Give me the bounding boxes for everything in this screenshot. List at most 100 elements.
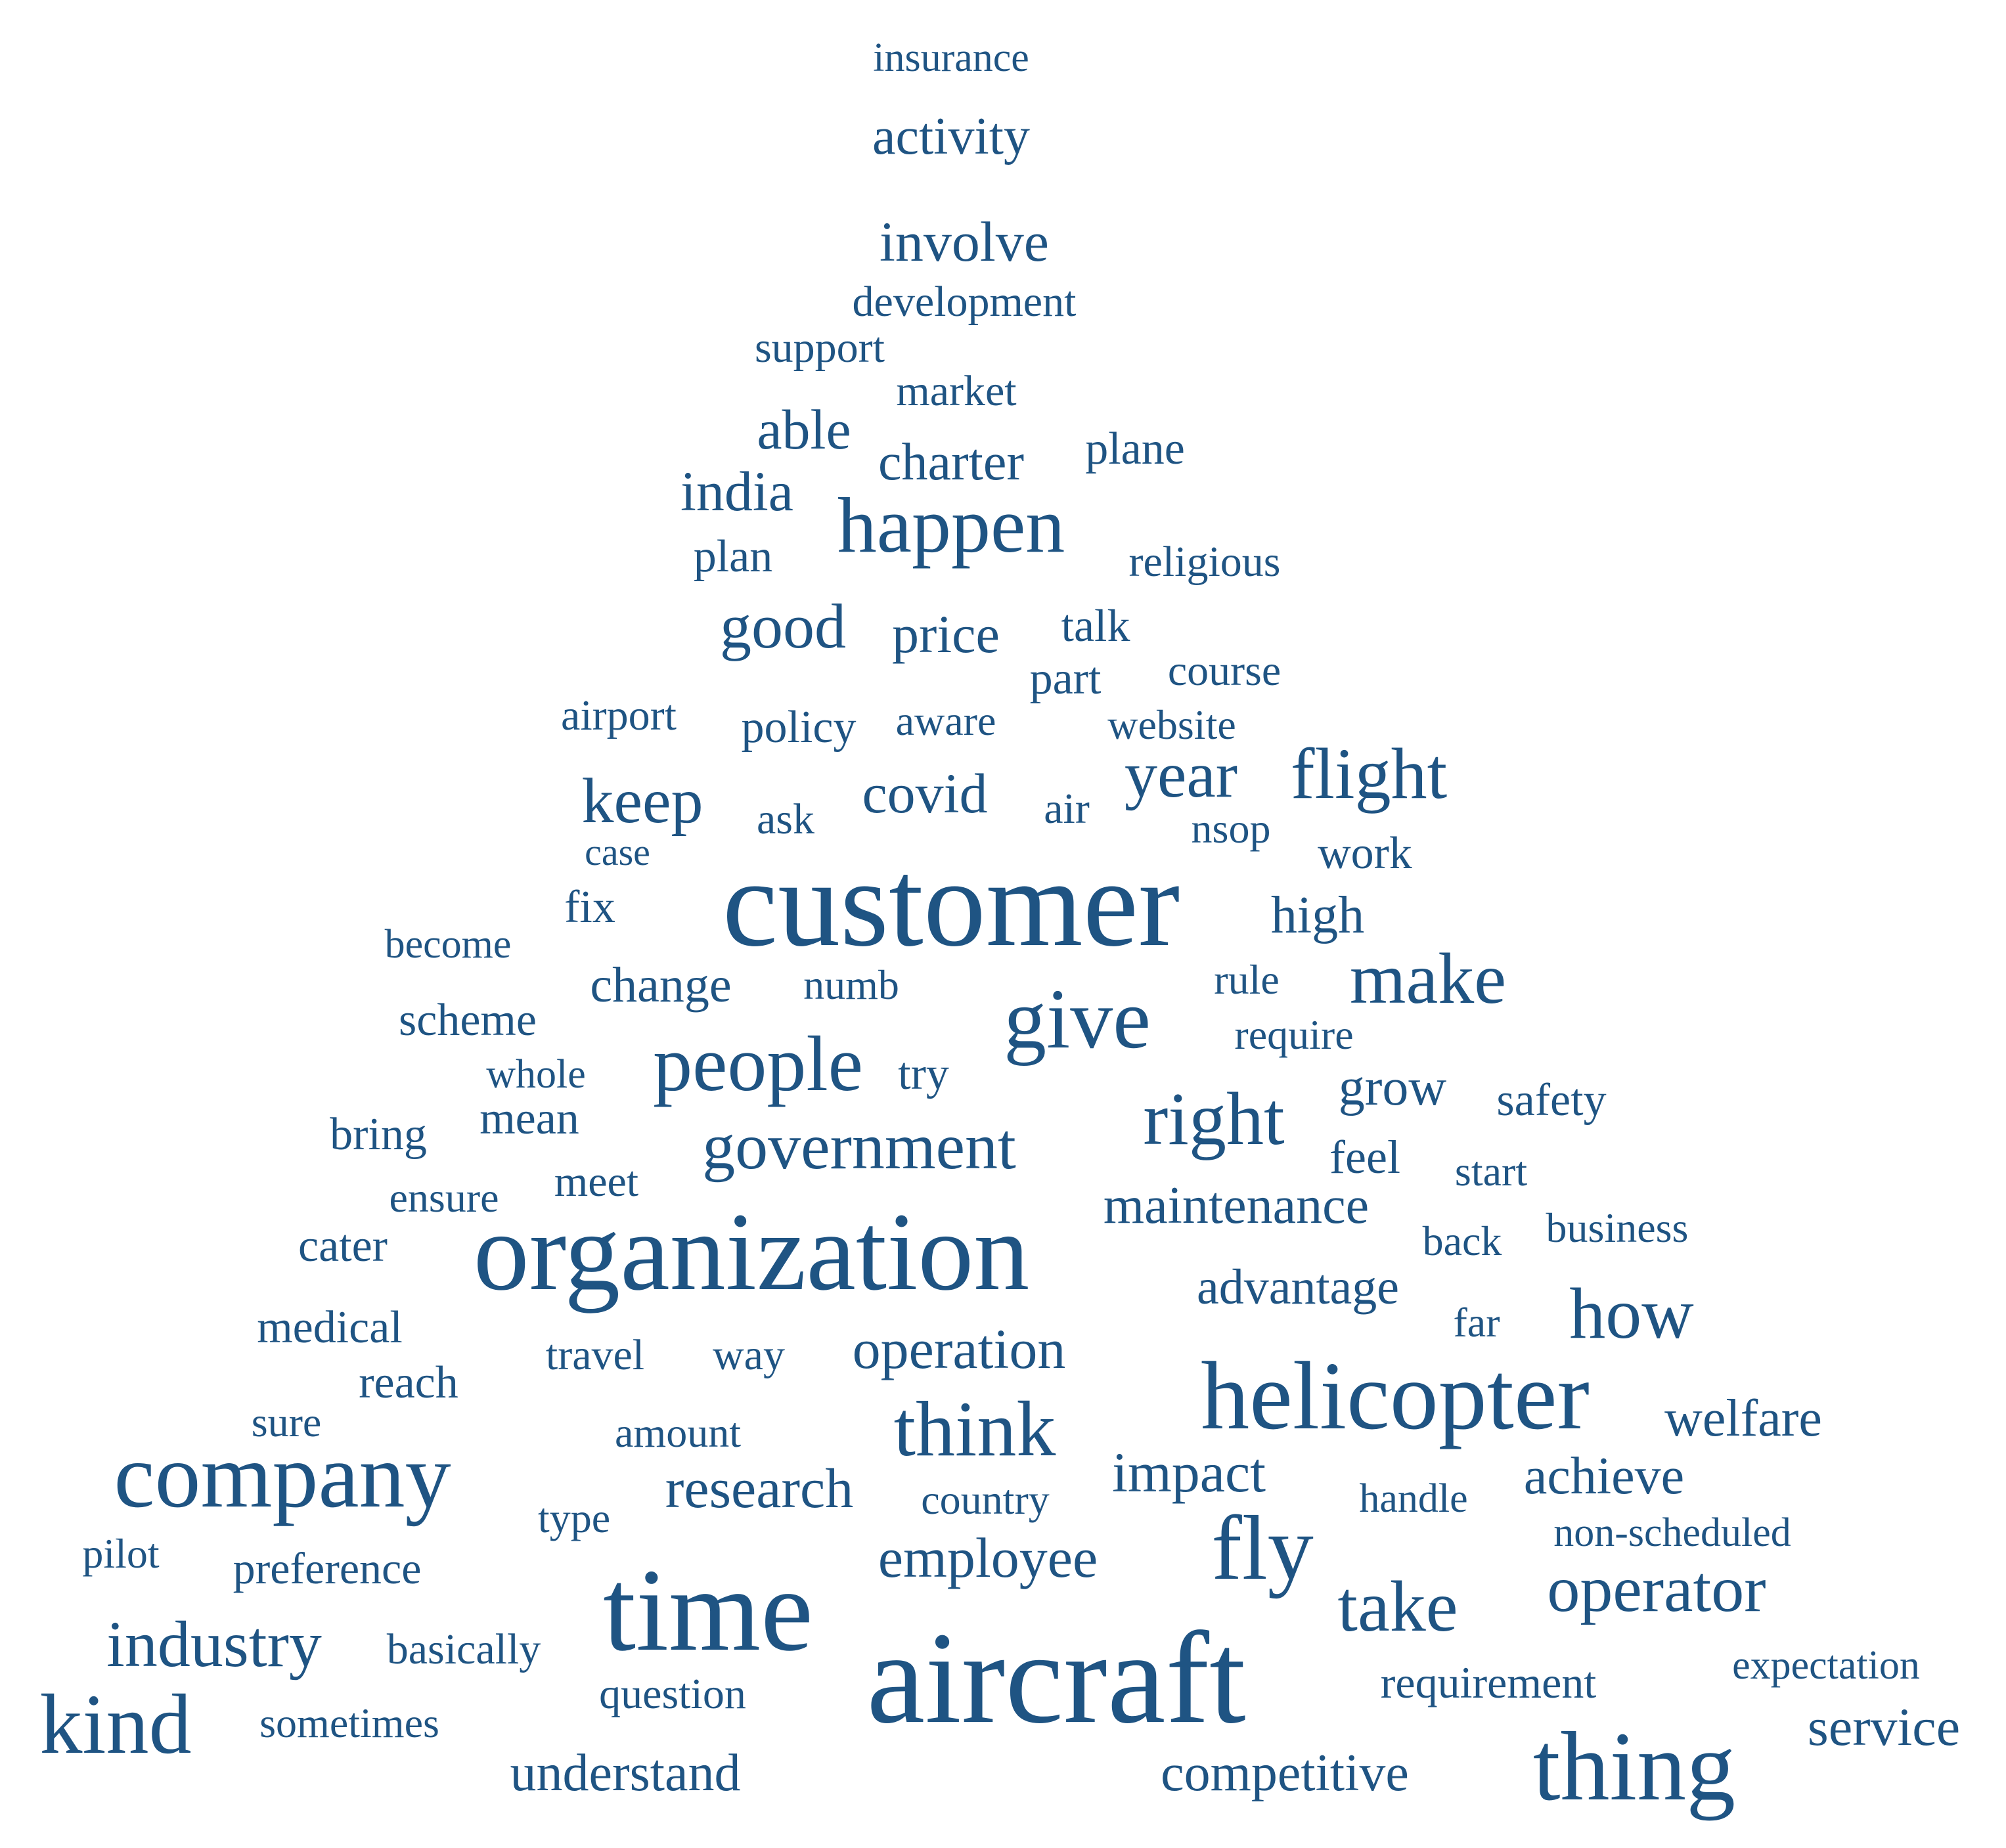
word-insurance: insurance bbox=[873, 35, 1029, 80]
word-part: part bbox=[1029, 653, 1102, 704]
word-plan: plan bbox=[693, 531, 773, 582]
word-understand: understand bbox=[510, 1744, 741, 1802]
word-customer: customer bbox=[722, 835, 1180, 973]
word-keep: keep bbox=[581, 766, 703, 837]
word-try: try bbox=[898, 1049, 949, 1099]
word-advantage: advantage bbox=[1196, 1260, 1400, 1315]
word-flight: flight bbox=[1290, 734, 1448, 814]
word-case: case bbox=[585, 831, 650, 873]
word-employee: employee bbox=[878, 1526, 1098, 1589]
word-cater: cater bbox=[298, 1221, 388, 1271]
word-ask: ask bbox=[757, 795, 814, 843]
word-activity: activity bbox=[872, 108, 1030, 165]
word-basically: basically bbox=[386, 1625, 541, 1673]
word-policy: policy bbox=[741, 702, 857, 753]
word-bring: bring bbox=[330, 1109, 427, 1160]
word-research: research bbox=[665, 1457, 854, 1520]
word-expectation: expectation bbox=[1732, 1643, 1920, 1688]
word-aware: aware bbox=[895, 697, 996, 744]
word-service: service bbox=[1807, 1697, 1961, 1757]
word-government: government bbox=[702, 1110, 1016, 1183]
word-rule: rule bbox=[1214, 956, 1280, 1003]
word-fly: fly bbox=[1211, 1497, 1314, 1599]
word-numb: numb bbox=[803, 961, 899, 1008]
word-competitive: competitive bbox=[1161, 1744, 1409, 1802]
word-people: people bbox=[653, 1020, 863, 1107]
word-operator: operator bbox=[1547, 1552, 1766, 1625]
word-right: right bbox=[1143, 1077, 1285, 1160]
word-impact: impact bbox=[1111, 1441, 1266, 1504]
word-non-scheduled: non-scheduled bbox=[1553, 1510, 1791, 1555]
word-maintenance: maintenance bbox=[1103, 1177, 1370, 1235]
word-thing: thing bbox=[1532, 1712, 1736, 1821]
word-price: price bbox=[892, 604, 1000, 664]
word-website: website bbox=[1107, 701, 1236, 748]
word-able: able bbox=[757, 398, 851, 461]
word-helicopter: helicopter bbox=[1201, 1342, 1590, 1450]
word-ensure: ensure bbox=[389, 1174, 499, 1221]
word-sometimes: sometimes bbox=[259, 1700, 439, 1746]
word-happen: happen bbox=[837, 481, 1065, 569]
word-meet: meet bbox=[554, 1158, 639, 1206]
word-mean: mean bbox=[479, 1093, 579, 1144]
word-covid: covid bbox=[862, 762, 988, 825]
word-safety: safety bbox=[1496, 1075, 1607, 1126]
word-way: way bbox=[713, 1331, 785, 1379]
word-grow: grow bbox=[1338, 1059, 1447, 1116]
word-sure: sure bbox=[251, 1399, 322, 1445]
word-amount: amount bbox=[615, 1409, 741, 1456]
word-organization: organization bbox=[473, 1190, 1030, 1313]
word-involve: involve bbox=[880, 210, 1049, 273]
word-talk: talk bbox=[1061, 601, 1130, 651]
word-type: type bbox=[537, 1495, 611, 1541]
word-medical: medical bbox=[257, 1302, 403, 1353]
word-far: far bbox=[1453, 1299, 1500, 1346]
word-change: change bbox=[590, 957, 732, 1013]
word-year: year bbox=[1124, 738, 1238, 811]
word-reach: reach bbox=[359, 1357, 458, 1408]
word-market: market bbox=[896, 367, 1017, 415]
word-nsop: nsop bbox=[1191, 805, 1271, 852]
word-requirement: requirement bbox=[1380, 1658, 1597, 1707]
word-air: air bbox=[1044, 785, 1090, 833]
word-scheme: scheme bbox=[399, 995, 537, 1045]
word-travel: travel bbox=[545, 1331, 645, 1379]
word-time: time bbox=[603, 1545, 813, 1675]
word-achieve: achieve bbox=[1523, 1447, 1685, 1505]
word-handle: handle bbox=[1359, 1476, 1468, 1521]
word-charter: charter bbox=[878, 433, 1025, 491]
word-country: country bbox=[921, 1476, 1050, 1523]
word-give: give bbox=[1004, 972, 1151, 1067]
word-aircraft: aircraft bbox=[866, 1606, 1246, 1751]
word-preference: preference bbox=[233, 1543, 422, 1593]
word-religious: religious bbox=[1128, 538, 1281, 586]
word-question: question bbox=[599, 1670, 746, 1718]
word-fix: fix bbox=[564, 882, 615, 933]
word-welfare: welfare bbox=[1664, 1390, 1822, 1447]
word-support: support bbox=[755, 324, 885, 372]
word-require: require bbox=[1234, 1011, 1354, 1058]
word-feel: feel bbox=[1329, 1131, 1400, 1183]
word-good: good bbox=[720, 591, 846, 661]
word-kind: kind bbox=[39, 1677, 192, 1772]
word-whole: whole bbox=[486, 1052, 586, 1097]
word-high: high bbox=[1270, 887, 1365, 944]
word-back: back bbox=[1422, 1218, 1502, 1264]
word-become: become bbox=[384, 922, 512, 967]
word-industry: industry bbox=[106, 1608, 322, 1681]
word-india: india bbox=[680, 460, 793, 523]
word-development: development bbox=[852, 278, 1077, 326]
word-how: how bbox=[1569, 1273, 1694, 1353]
word-business: business bbox=[1546, 1204, 1689, 1251]
word-start: start bbox=[1454, 1148, 1528, 1195]
word-operation: operation bbox=[852, 1317, 1066, 1380]
word-airport: airport bbox=[561, 692, 677, 739]
word-plane: plane bbox=[1085, 424, 1185, 474]
word-take: take bbox=[1337, 1566, 1458, 1646]
word-pilot: pilot bbox=[82, 1530, 160, 1577]
word-course: course bbox=[1167, 647, 1282, 695]
word-work: work bbox=[1318, 828, 1412, 879]
word-company: company bbox=[114, 1425, 451, 1527]
word-think: think bbox=[893, 1385, 1056, 1472]
